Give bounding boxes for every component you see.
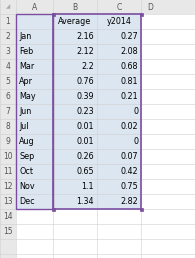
Text: y2014: y2014 xyxy=(106,17,131,26)
Bar xyxy=(97,14,141,209)
Text: Nov: Nov xyxy=(19,182,35,191)
Text: 0: 0 xyxy=(133,107,138,116)
Text: ◢: ◢ xyxy=(6,4,10,10)
Text: 2.08: 2.08 xyxy=(120,47,138,56)
Text: 5: 5 xyxy=(6,77,11,86)
Text: Average: Average xyxy=(58,17,92,26)
Text: D: D xyxy=(147,3,153,12)
Text: Apr: Apr xyxy=(19,77,33,86)
Text: Jan: Jan xyxy=(19,32,31,41)
Text: 0.21: 0.21 xyxy=(120,92,138,101)
Text: 11: 11 xyxy=(3,167,13,176)
Text: 14: 14 xyxy=(3,212,13,221)
Text: 0.02: 0.02 xyxy=(120,122,138,131)
Text: 0.42: 0.42 xyxy=(120,167,138,176)
Text: 1.1: 1.1 xyxy=(82,182,94,191)
Bar xyxy=(0,0,195,14)
Text: Feb: Feb xyxy=(19,47,33,56)
Text: 2.12: 2.12 xyxy=(76,47,94,56)
Text: 4: 4 xyxy=(6,62,11,71)
Text: 0.68: 0.68 xyxy=(121,62,138,71)
Text: 0.39: 0.39 xyxy=(76,92,94,101)
Text: 0.76: 0.76 xyxy=(76,77,94,86)
Text: 0.81: 0.81 xyxy=(121,77,138,86)
Text: 0.65: 0.65 xyxy=(76,167,94,176)
Text: 0.07: 0.07 xyxy=(120,152,138,161)
Text: 0: 0 xyxy=(133,137,138,146)
Text: 7: 7 xyxy=(6,107,11,116)
Text: 0.27: 0.27 xyxy=(120,32,138,41)
Text: 10: 10 xyxy=(3,152,13,161)
Text: 1.34: 1.34 xyxy=(76,197,94,206)
Text: 2.16: 2.16 xyxy=(76,32,94,41)
Bar xyxy=(139,207,143,211)
Text: 2.82: 2.82 xyxy=(120,197,138,206)
Bar xyxy=(0,0,16,258)
Text: C: C xyxy=(116,3,122,12)
Text: 9: 9 xyxy=(6,137,11,146)
Text: 0.26: 0.26 xyxy=(76,152,94,161)
Text: A: A xyxy=(32,3,37,12)
Text: B: B xyxy=(72,3,78,12)
Text: May: May xyxy=(19,92,36,101)
Text: Oct: Oct xyxy=(19,167,33,176)
Bar xyxy=(51,207,54,211)
Text: 6: 6 xyxy=(6,92,11,101)
Bar xyxy=(16,14,53,209)
Text: 0.01: 0.01 xyxy=(76,137,94,146)
Bar xyxy=(53,14,97,209)
Text: Sep: Sep xyxy=(19,152,34,161)
Text: Mar: Mar xyxy=(19,62,34,71)
Text: Jul: Jul xyxy=(19,122,28,131)
Text: 0.01: 0.01 xyxy=(76,122,94,131)
Bar xyxy=(53,14,141,209)
Bar xyxy=(16,14,53,209)
Text: Jun: Jun xyxy=(19,107,31,116)
Text: 0.75: 0.75 xyxy=(120,182,138,191)
Text: 0.23: 0.23 xyxy=(76,107,94,116)
Text: 3: 3 xyxy=(6,47,11,56)
Text: 15: 15 xyxy=(3,227,13,236)
Text: 2: 2 xyxy=(6,32,10,41)
Text: 12: 12 xyxy=(3,182,13,191)
Text: 1: 1 xyxy=(6,17,10,26)
Text: 8: 8 xyxy=(6,122,10,131)
Text: Aug: Aug xyxy=(19,137,35,146)
Text: Dec: Dec xyxy=(19,197,35,206)
Bar xyxy=(51,12,54,15)
Text: 2.2: 2.2 xyxy=(81,62,94,71)
Bar xyxy=(139,12,143,15)
Text: 13: 13 xyxy=(3,197,13,206)
